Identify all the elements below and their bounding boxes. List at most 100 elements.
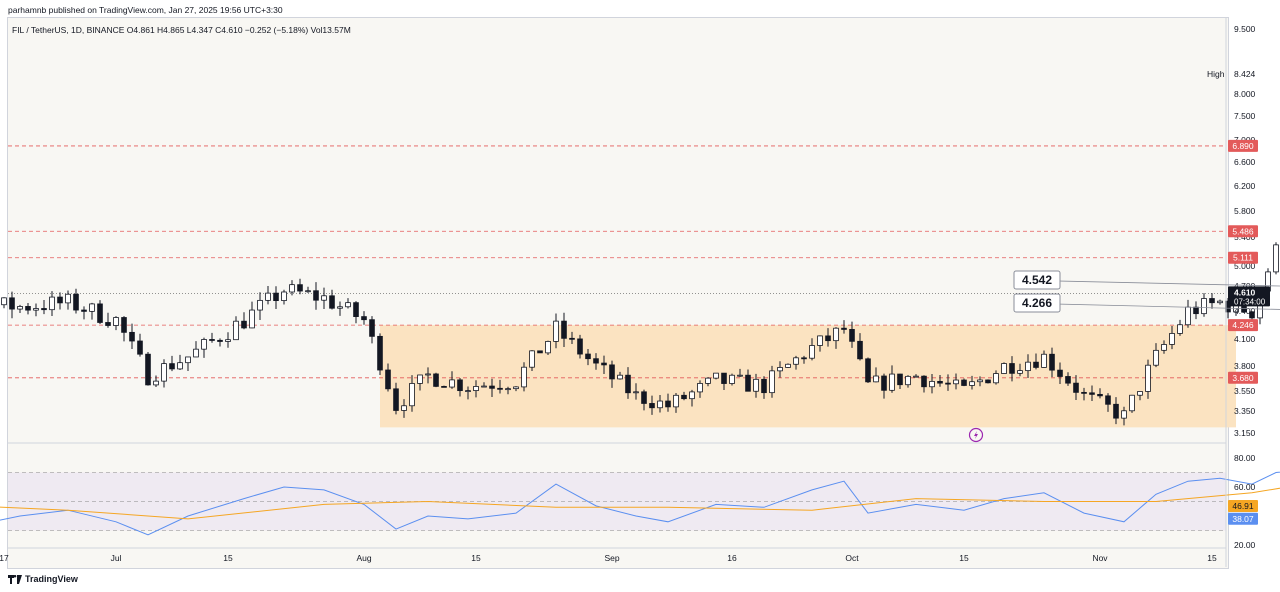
candle-body	[33, 308, 39, 311]
candle-body	[857, 340, 863, 360]
price-tick-label: 4.100	[1234, 334, 1256, 344]
candle-body	[513, 386, 519, 390]
level-price-tag-label: 6.890	[1232, 141, 1254, 151]
candle-body	[737, 374, 743, 377]
candle-body	[1249, 311, 1255, 319]
time-tick-label: Jul	[111, 553, 122, 563]
candle-body	[145, 353, 151, 386]
candle-body	[785, 363, 791, 368]
candle-body	[409, 383, 415, 407]
candle-body	[977, 379, 983, 383]
candle-body	[905, 375, 911, 386]
time-tick-label: 16	[727, 553, 737, 563]
callout-pointer	[1013, 302, 1280, 310]
candle-body	[897, 373, 903, 386]
candle-body	[553, 320, 559, 342]
candle-body	[809, 345, 815, 359]
level-price-tag-label: 3.680	[1232, 373, 1254, 383]
price-tick-label: 7.500	[1234, 111, 1256, 121]
candle-body	[1129, 394, 1135, 412]
level-price-tag	[1228, 139, 1258, 152]
candle-body	[793, 357, 799, 365]
candle-body	[537, 350, 543, 354]
candle-body	[721, 372, 727, 384]
candle-body	[937, 380, 943, 384]
candle-body	[193, 348, 199, 358]
footer-brand: TradingView	[8, 574, 78, 584]
rsi-ma-tag-label: 46.91	[1232, 501, 1254, 511]
range-zone	[380, 325, 1236, 428]
price-tick-label: 8.000	[1234, 89, 1256, 99]
candle-body	[329, 295, 335, 309]
candle-body	[777, 367, 783, 372]
candle-body	[153, 380, 159, 386]
candle-body	[481, 385, 487, 388]
candle-body	[1001, 363, 1007, 374]
candle-body	[609, 364, 615, 380]
candle-body	[361, 316, 367, 321]
candle-body	[593, 358, 599, 364]
candle-body	[377, 335, 383, 371]
candle-body	[1025, 361, 1031, 372]
rsi-line	[0, 471, 1280, 536]
candle-body	[625, 374, 631, 394]
candle-body	[649, 403, 655, 409]
candle-body	[665, 400, 671, 408]
candle-body	[633, 391, 639, 394]
candle-body	[961, 379, 967, 386]
candle-body	[81, 309, 87, 312]
time-tick-label: 15	[471, 553, 481, 563]
candle-body	[769, 370, 775, 394]
candle-body	[449, 379, 455, 388]
candle-body	[865, 358, 871, 383]
candle-body	[881, 375, 887, 391]
candle-body	[921, 375, 927, 388]
candle-body	[465, 390, 471, 393]
candle-body	[25, 306, 31, 311]
candle-body	[401, 405, 407, 411]
candle-body	[105, 322, 111, 326]
candle-body	[689, 391, 695, 400]
candle-body	[985, 379, 991, 384]
candle-body	[473, 386, 479, 392]
candle-body	[1273, 244, 1279, 273]
candle-body	[545, 341, 551, 354]
candle-body	[233, 320, 239, 341]
candle-body	[129, 331, 135, 342]
candle-body	[241, 320, 247, 329]
candle-body	[1161, 344, 1167, 351]
candle-body	[385, 369, 391, 390]
candle-body	[65, 293, 71, 304]
candle-body	[225, 339, 231, 342]
candle-body	[1201, 298, 1207, 315]
price-tick-label: 4.700	[1234, 281, 1256, 291]
publish-info: parhamnb published on TradingView.com, J…	[8, 5, 283, 15]
candle-body	[529, 350, 535, 368]
time-tick-label: Sep	[604, 553, 619, 563]
candle-body	[1105, 395, 1111, 405]
level-price-tag-label: 5.111	[1233, 253, 1253, 263]
candle-body	[1113, 403, 1119, 419]
candle-body	[337, 306, 343, 309]
level-price-tag	[1228, 225, 1258, 238]
candle-body	[969, 381, 975, 386]
tradingview-logo-icon	[8, 574, 22, 584]
candle-body	[393, 388, 399, 411]
candle-body	[1, 297, 7, 306]
price-tick-label: 5.800	[1234, 206, 1256, 216]
candle-body	[1089, 392, 1095, 395]
candle-body	[1057, 369, 1063, 377]
axes-layer: 9.5008.0007.5007.0006.6006.2005.8005.400…	[0, 17, 1256, 567]
current-price-tag	[1228, 286, 1270, 307]
candle-body	[73, 293, 79, 311]
level-price-tag-label: 4.246	[1232, 320, 1254, 330]
callout-label: 4.266	[1022, 296, 1052, 310]
candle-body	[273, 292, 279, 302]
candle-body	[1169, 333, 1175, 345]
candle-body	[929, 380, 935, 388]
price-tick-label: 3.550	[1234, 386, 1256, 396]
candle-body	[817, 335, 823, 346]
candle-body	[177, 362, 183, 370]
candle-body	[1065, 376, 1071, 384]
